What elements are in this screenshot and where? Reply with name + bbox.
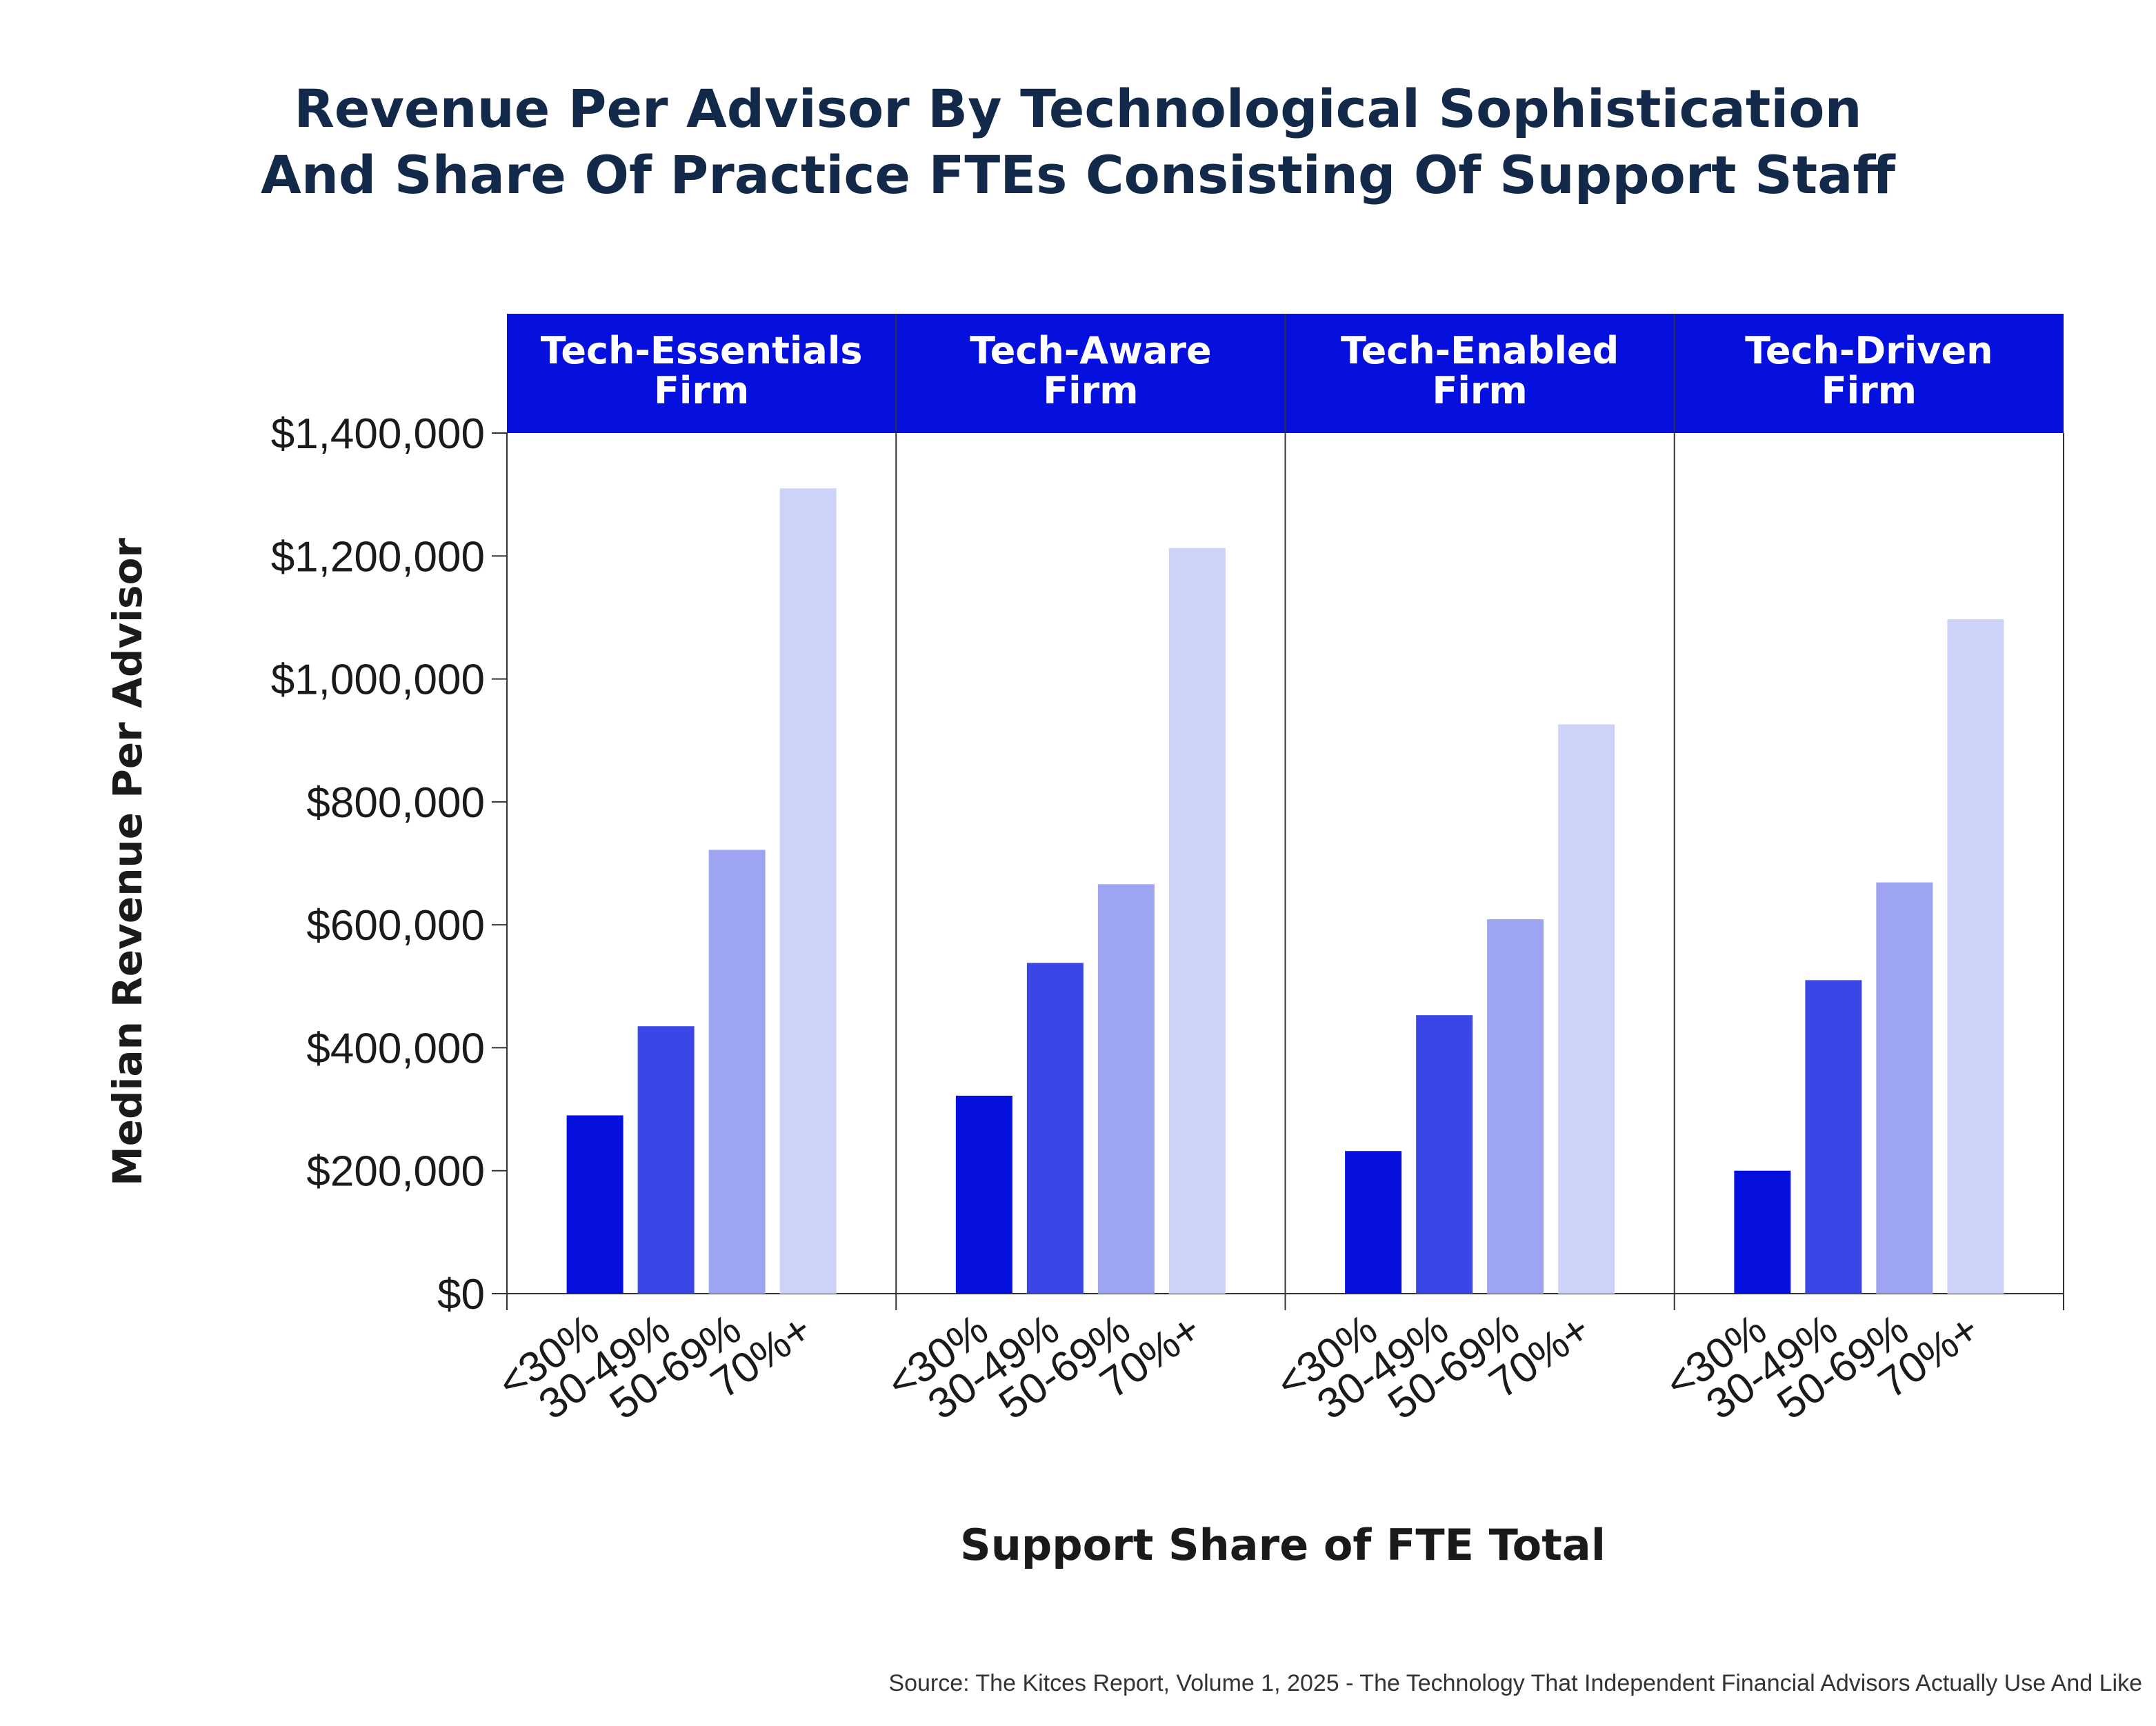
panel-header-label: Tech-Essentials	[541, 329, 863, 372]
bar	[566, 1115, 623, 1294]
bar	[708, 850, 766, 1294]
panel-header-label: Tech-Enabled	[1341, 329, 1619, 372]
chart-title: Revenue Per Advisor By Technological Sop…	[0, 76, 2156, 208]
bar	[1947, 619, 2004, 1294]
bar	[1168, 548, 1226, 1294]
panel-header-label: Firm	[654, 369, 749, 412]
y-tick-label: $400,000	[306, 1025, 485, 1072]
y-tick-label: $0	[437, 1271, 485, 1318]
panel-header-label: Firm	[1432, 369, 1527, 412]
bar	[1876, 882, 1933, 1294]
panel-header-label: Tech-Aware	[970, 329, 1212, 372]
chart-title-line-2: And Share Of Practice FTEs Consisting Of…	[261, 144, 1895, 205]
bar	[779, 488, 837, 1294]
bar	[1345, 1151, 1402, 1294]
y-tick-label: $1,000,000	[271, 656, 485, 704]
panel-header-label: Firm	[1821, 369, 1917, 412]
bar	[1805, 980, 1862, 1294]
y-tick-label: $1,400,000	[271, 410, 485, 458]
bar	[1734, 1170, 1791, 1294]
bar	[1558, 724, 1615, 1294]
bar	[1026, 963, 1084, 1294]
bar	[1416, 1015, 1473, 1294]
panel-header-label: Firm	[1043, 369, 1138, 412]
source-note: Source: The Kitces Report, Volume 1, 202…	[888, 1670, 2142, 1696]
y-tick-label: $800,000	[306, 779, 485, 827]
panel-header-label: Tech-Driven	[1745, 329, 1993, 372]
bar	[637, 1026, 695, 1294]
y-axis-title: Median Revenue Per Advisor	[104, 538, 151, 1186]
y-tick-label: $1,200,000	[271, 533, 485, 581]
bar	[1097, 884, 1155, 1294]
bar	[1487, 919, 1544, 1294]
y-tick-label: $600,000	[306, 902, 485, 950]
y-tick-label: $200,000	[306, 1148, 485, 1196]
chart-title-line-1: Revenue Per Advisor By Technological Sop…	[294, 78, 1862, 139]
bar	[955, 1095, 1012, 1294]
x-axis-title: Support Share of FTE Total	[960, 1520, 1606, 1570]
